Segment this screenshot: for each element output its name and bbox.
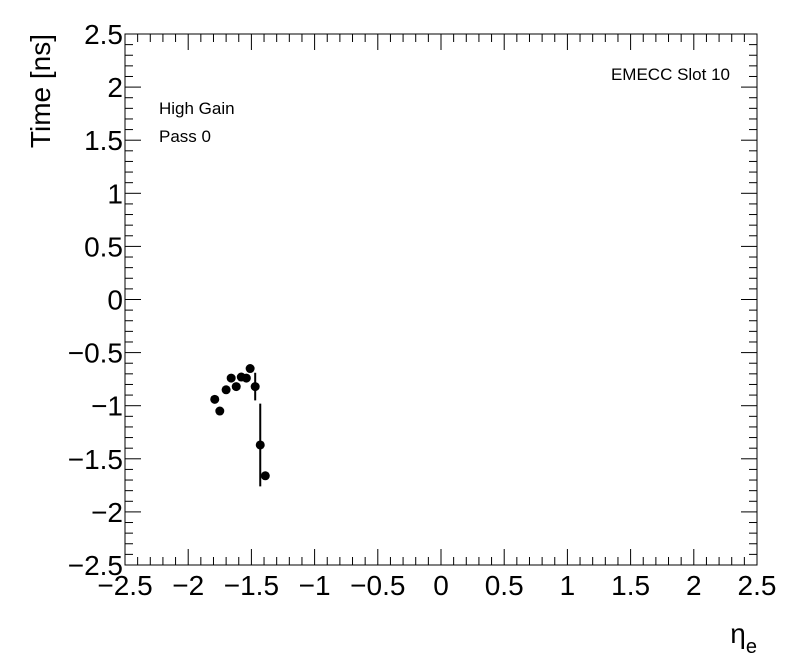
x-tick-label: 1 [560, 570, 576, 601]
y-tick-label: −2 [91, 497, 123, 528]
x-axis-label-sub: e [746, 636, 757, 658]
y-tick-label: 2 [107, 72, 123, 103]
x-axis-label-main: η [730, 618, 746, 649]
y-axis-label: Time [ns] [25, 34, 56, 148]
y-tick-label: 0.5 [84, 231, 123, 262]
data-point [250, 382, 260, 392]
x-tick-label: 2.5 [738, 570, 777, 601]
x-tick-label: −0.5 [350, 570, 405, 601]
data-point [260, 471, 270, 481]
y-tick-label: 0 [107, 285, 123, 316]
y-tick-label: −0.5 [68, 338, 123, 369]
data-point [241, 373, 251, 383]
data-point [210, 394, 220, 404]
y-tick-label: −1.5 [68, 444, 123, 475]
annotation: Pass 0 [159, 127, 211, 146]
x-tick-label: 1.5 [611, 570, 650, 601]
x-tick-label: 0 [433, 570, 449, 601]
data-point [215, 406, 225, 416]
annotation: High Gain [159, 99, 235, 118]
y-tick-label: −1 [91, 391, 123, 422]
x-tick-label: −1.5 [224, 570, 279, 601]
x-tick-label: −1 [299, 570, 331, 601]
x-tick-label: 0.5 [485, 570, 524, 601]
y-tick-label: 1.5 [84, 125, 123, 156]
data-point [226, 373, 236, 383]
x-tick-label: 2 [686, 570, 702, 601]
y-tick-label: 1 [107, 178, 123, 209]
x-axis-label: ηe [730, 618, 757, 658]
annotation: EMECC Slot 10 [611, 65, 730, 84]
y-tick-label: −2.5 [68, 550, 123, 581]
data-point [221, 385, 231, 395]
data-point [255, 440, 265, 450]
data-point [231, 382, 241, 392]
data-point [245, 364, 255, 374]
x-tick-label: −2 [172, 570, 204, 601]
x-tick-label: −2.5 [97, 570, 152, 601]
y-tick-label: 2.5 [84, 19, 123, 50]
